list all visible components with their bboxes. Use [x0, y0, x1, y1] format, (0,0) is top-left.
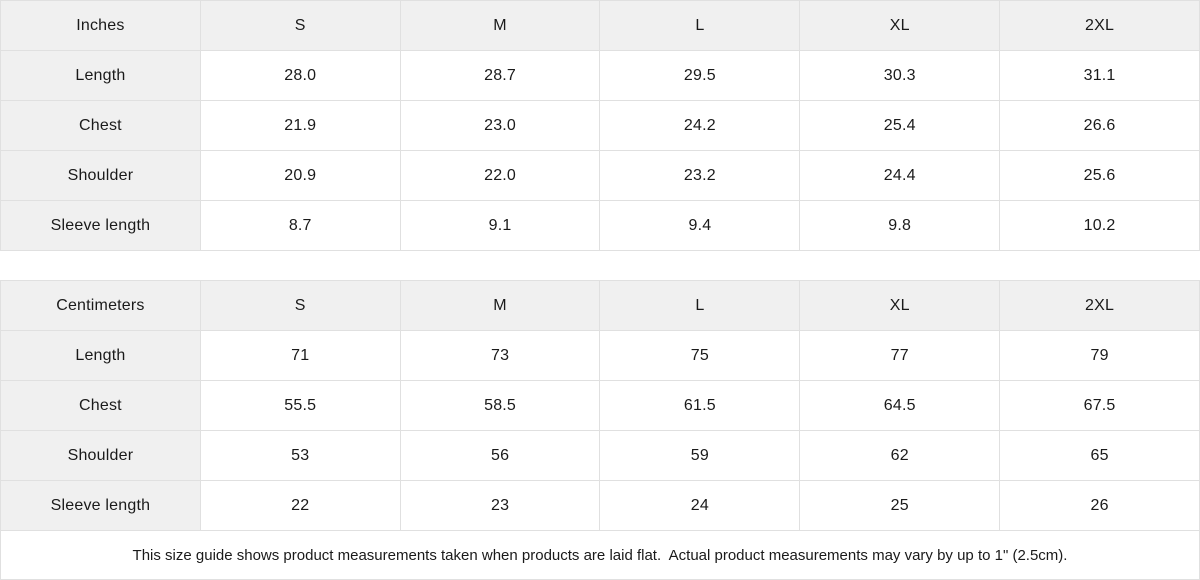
measurement-cell: 58.5	[399, 380, 601, 431]
header-row: Centimeters S M L XL 2XL	[0, 280, 1200, 331]
measurement-cell: 26.6	[999, 100, 1200, 151]
measurement-cell: 67.5	[999, 380, 1200, 431]
table-row: Chest 21.9 23.0 24.2 25.4 26.6	[0, 100, 1200, 151]
measurement-cell: 29.5	[599, 50, 801, 101]
size-header-cell: 2XL	[999, 280, 1200, 331]
table-row: Shoulder 53 56 59 62 65	[0, 430, 1200, 481]
table-row: Chest 55.5 58.5 61.5 64.5 67.5	[0, 380, 1200, 431]
size-header-cell: L	[599, 280, 801, 331]
measurement-cell: 25.6	[999, 150, 1200, 201]
measurement-cell: 75	[599, 330, 801, 381]
size-header-cell: S	[199, 0, 401, 51]
measurement-cell: 55.5	[199, 380, 401, 431]
measurement-cell: 25.4	[799, 100, 1001, 151]
table-row: Sleeve length 8.7 9.1 9.4 9.8 10.2	[0, 200, 1200, 251]
measurement-cell: 61.5	[599, 380, 801, 431]
row-label-cell: Sleeve length	[0, 480, 201, 531]
measurement-cell: 9.1	[399, 200, 601, 251]
row-label-cell: Shoulder	[0, 150, 201, 201]
size-guide-note: This size guide shows product measuremen…	[0, 531, 1200, 580]
measurement-cell: 21.9	[199, 100, 401, 151]
measurement-cell: 9.4	[599, 200, 801, 251]
measurement-cell: 23	[399, 480, 601, 531]
measurement-cell: 26	[999, 480, 1200, 531]
measurement-cell: 65	[999, 430, 1200, 481]
row-label-cell: Chest	[0, 100, 201, 151]
measurement-cell: 56	[399, 430, 601, 481]
measurement-cell: 28.7	[399, 50, 601, 101]
measurement-cell: 62	[799, 430, 1001, 481]
measurement-cell: 73	[399, 330, 601, 381]
header-row: Inches S M L XL 2XL	[0, 0, 1200, 51]
size-table-centimeters: Centimeters S M L XL 2XL Length 71 73 75 77 79 Chest…	[0, 280, 1200, 531]
row-label-cell: Chest	[0, 380, 201, 431]
measurement-cell: 9.8	[799, 200, 1001, 251]
table-row: Shoulder 20.9 22.0 23.2 24.4 25.6	[0, 150, 1200, 201]
measurement-cell: 20.9	[199, 150, 401, 201]
measurement-cell: 28.0	[199, 50, 401, 101]
unit-header-cell: Centimeters	[0, 280, 201, 331]
measurement-cell: 24.4	[799, 150, 1001, 201]
size-header-cell: XL	[799, 0, 1001, 51]
table-row: Sleeve length 22 23 24 25 26	[0, 480, 1200, 531]
measurement-cell: 79	[999, 330, 1200, 381]
row-label-cell: Sleeve length	[0, 200, 201, 251]
measurement-cell: 31.1	[999, 50, 1200, 101]
size-header-cell: S	[199, 280, 401, 331]
table-spacer	[0, 251, 1200, 280]
size-header-cell: 2XL	[999, 0, 1200, 51]
measurement-cell: 10.2	[999, 200, 1200, 251]
measurement-cell: 59	[599, 430, 801, 481]
size-header-cell: L	[599, 0, 801, 51]
measurement-cell: 53	[199, 430, 401, 481]
measurement-cell: 8.7	[199, 200, 401, 251]
measurement-cell: 64.5	[799, 380, 1001, 431]
measurement-cell: 30.3	[799, 50, 1001, 101]
table-row: Length 28.0 28.7 29.5 30.3 31.1	[0, 50, 1200, 101]
measurement-cell: 24	[599, 480, 801, 531]
size-header-cell: M	[399, 280, 601, 331]
row-label-cell: Length	[0, 50, 201, 101]
measurement-cell: 23.0	[399, 100, 601, 151]
size-table-inches: Inches S M L XL 2XL Length 28.0 28.7 29.5 30.3 31.1…	[0, 0, 1200, 251]
measurement-cell: 22	[199, 480, 401, 531]
measurement-cell: 22.0	[399, 150, 601, 201]
measurement-cell: 23.2	[599, 150, 801, 201]
size-header-cell: M	[399, 0, 601, 51]
unit-header-cell: Inches	[0, 0, 201, 51]
measurement-cell: 77	[799, 330, 1001, 381]
measurement-cell: 25	[799, 480, 1001, 531]
row-label-cell: Length	[0, 330, 201, 381]
measurement-cell: 24.2	[599, 100, 801, 151]
row-label-cell: Shoulder	[0, 430, 201, 481]
size-header-cell: XL	[799, 280, 1001, 331]
measurement-cell: 71	[199, 330, 401, 381]
table-row: Length 71 73 75 77 79	[0, 330, 1200, 381]
